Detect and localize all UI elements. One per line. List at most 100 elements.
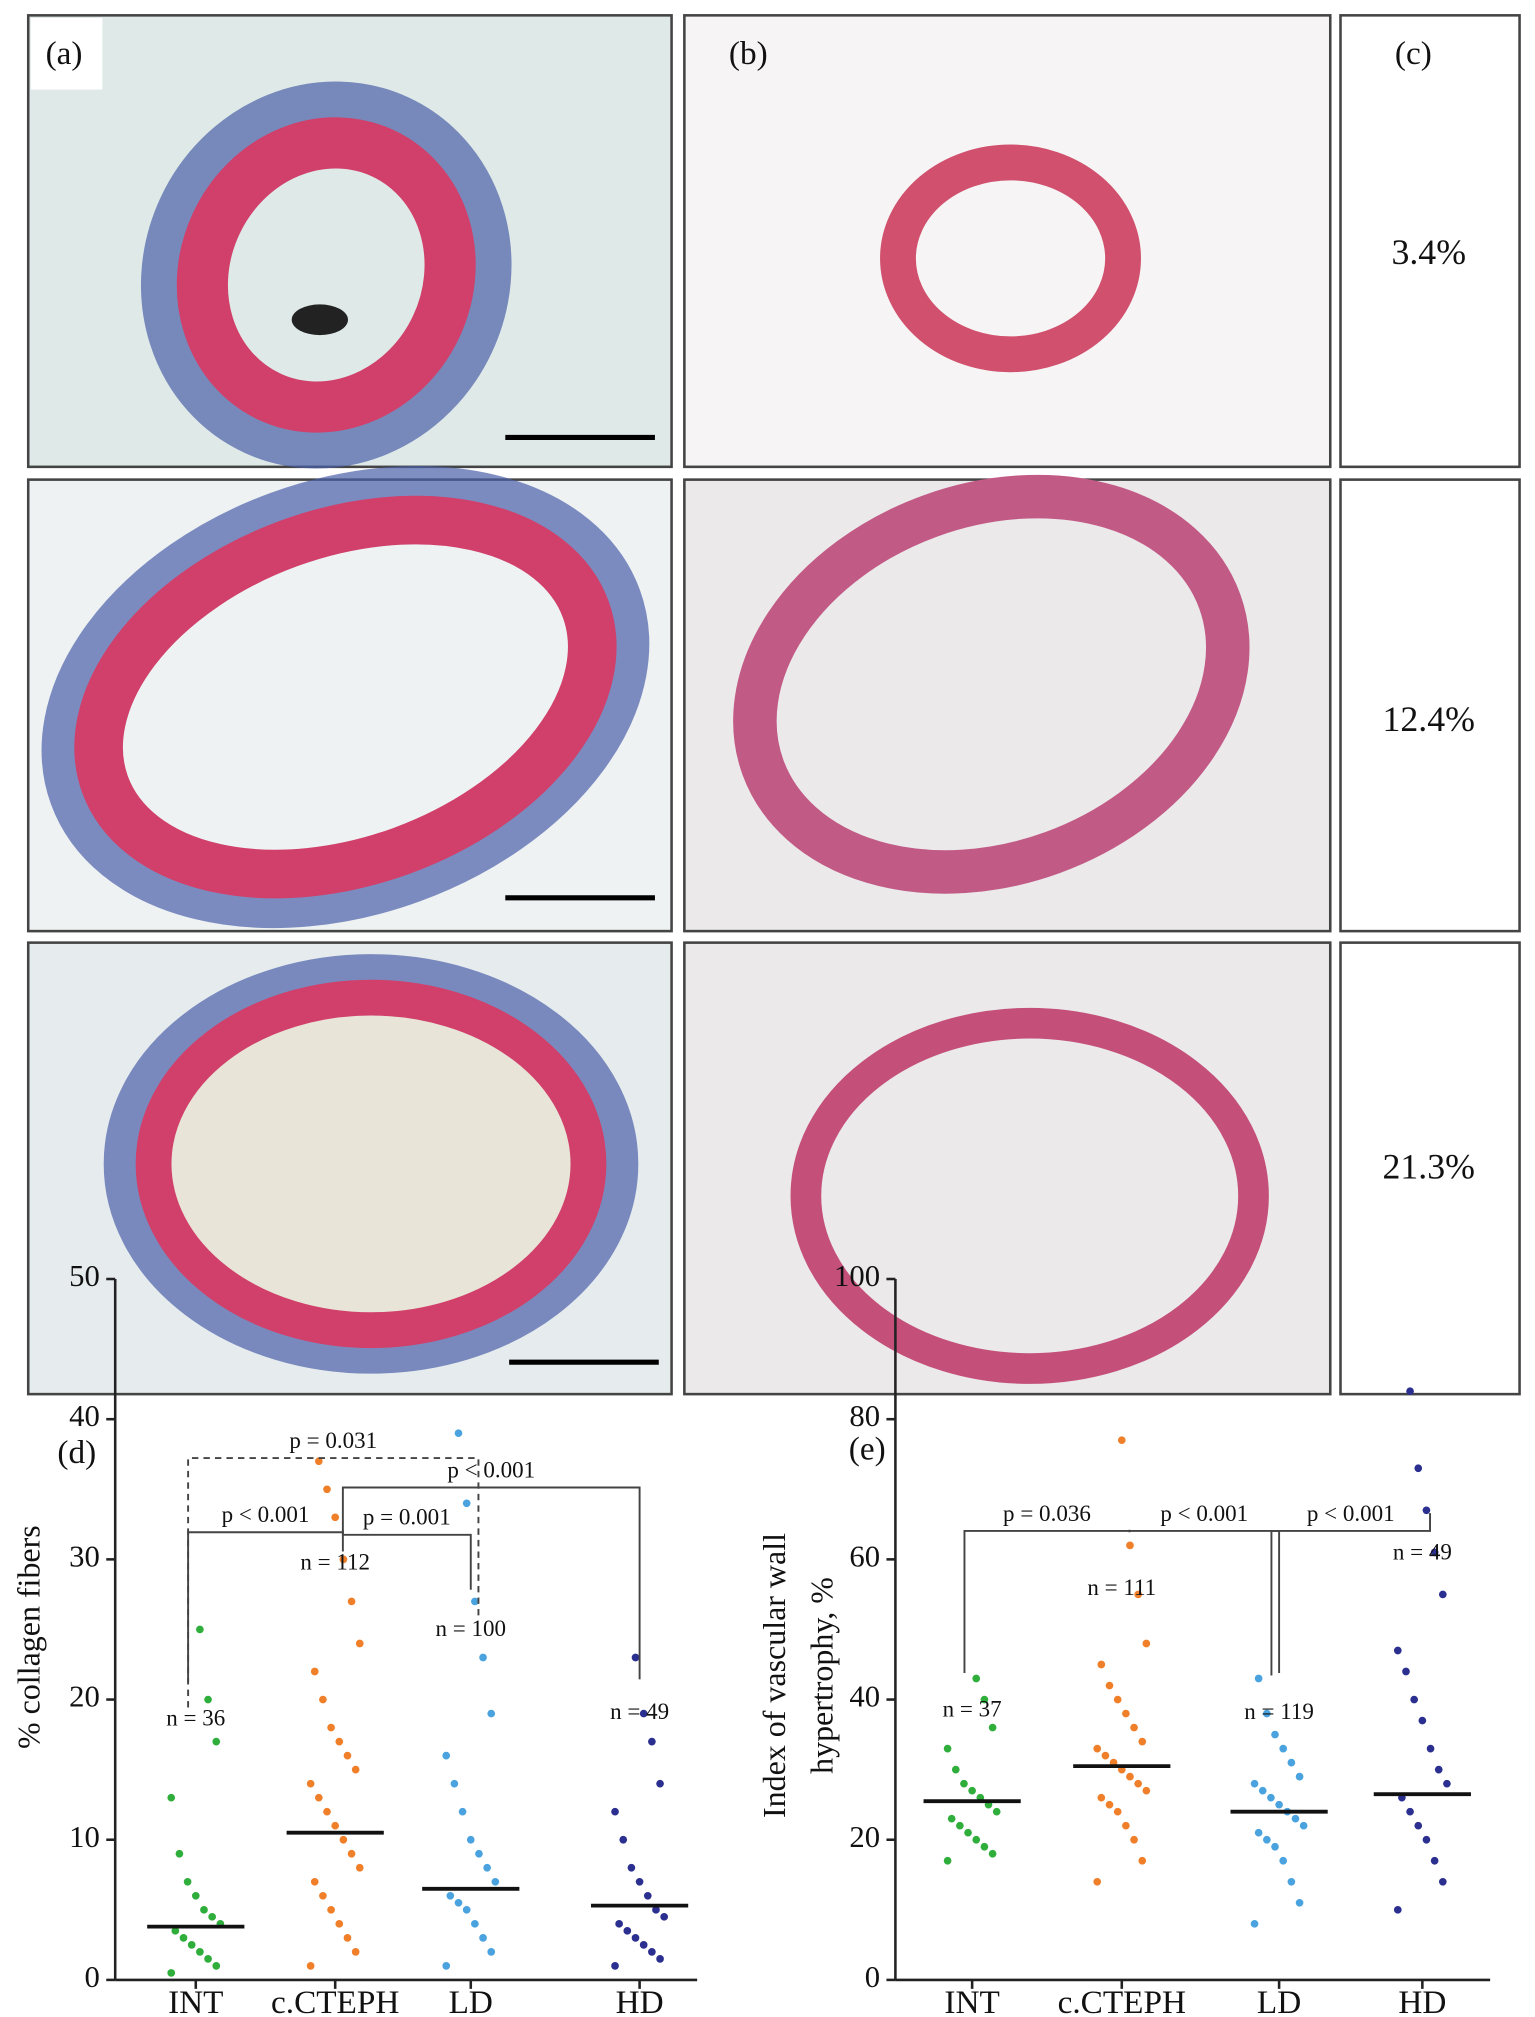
n-label: n = 37 xyxy=(943,1696,1002,1722)
data-point xyxy=(639,1709,648,1718)
n-label: n = 49 xyxy=(1393,1538,1452,1564)
y-tick-label: 10 xyxy=(69,1820,100,1854)
data-point xyxy=(972,1674,981,1683)
data-point xyxy=(988,1849,997,1858)
data-point xyxy=(656,1779,664,1788)
x-tick-label: c.CTEPH xyxy=(271,1984,399,2017)
data-point xyxy=(1138,1737,1147,1746)
data-point xyxy=(980,1695,989,1704)
data-point xyxy=(639,1941,648,1949)
percentage: 12.4% xyxy=(1383,699,1475,739)
data-point xyxy=(1130,1723,1138,1732)
data-point xyxy=(1410,1695,1419,1704)
data-point xyxy=(1126,1541,1134,1550)
data-point xyxy=(960,1779,968,1788)
data-point xyxy=(943,1744,952,1753)
data-point xyxy=(1254,1828,1263,1837)
vessel-wall xyxy=(135,979,607,1349)
value-panel xyxy=(1339,478,1521,933)
data-point xyxy=(1093,1877,1102,1886)
vessel-wall xyxy=(176,117,476,433)
adventitia xyxy=(41,466,650,929)
data-point xyxy=(179,1934,188,1942)
data-point xyxy=(1291,1814,1300,1823)
data-point xyxy=(479,1934,487,1942)
p-value: p = 0.036 xyxy=(1003,1500,1091,1526)
data-point xyxy=(1295,1772,1304,1781)
data-point xyxy=(972,1835,981,1844)
data-point xyxy=(442,1751,451,1760)
x-tick-label: LD xyxy=(1257,1984,1301,2017)
data-point xyxy=(643,1891,652,1900)
data-point xyxy=(980,1842,989,1851)
data-point xyxy=(1287,1877,1296,1886)
data-point xyxy=(314,1793,323,1802)
data-point xyxy=(660,1912,668,1921)
data-point xyxy=(204,1955,212,1963)
data-point xyxy=(462,1905,471,1914)
data-point xyxy=(310,1877,319,1886)
data-point xyxy=(475,1849,483,1858)
n-label: n = 119 xyxy=(1244,1698,1314,1724)
data-point xyxy=(631,1934,640,1942)
data-point xyxy=(1258,1786,1267,1795)
x-tick-label: LD xyxy=(449,1984,493,2017)
y-tick-label: 20 xyxy=(69,1680,100,1714)
adventitia xyxy=(140,81,512,469)
data-point xyxy=(1393,1646,1402,1655)
data-point xyxy=(339,1835,348,1844)
data-point xyxy=(1262,1835,1271,1844)
data-point xyxy=(323,1485,331,1494)
data-point xyxy=(355,1863,364,1872)
data-point xyxy=(1250,1779,1259,1788)
data-point xyxy=(487,1948,496,1956)
data-point xyxy=(1393,1905,1402,1914)
data-point xyxy=(355,1639,364,1648)
data-point xyxy=(306,1779,315,1788)
data-point xyxy=(652,1905,660,1914)
data-point xyxy=(619,1835,628,1844)
data-point xyxy=(167,1793,176,1802)
data-point xyxy=(327,1723,335,1732)
vessel-wall xyxy=(74,495,617,899)
particles xyxy=(291,304,348,336)
data-point xyxy=(1271,1842,1279,1851)
data-point xyxy=(611,1807,619,1816)
data-point xyxy=(1097,1660,1106,1669)
data-point xyxy=(988,1723,997,1732)
data-point xyxy=(611,1962,619,1970)
data-point xyxy=(491,1877,500,1886)
y-tick-label: 20 xyxy=(849,1820,880,1854)
data-point xyxy=(648,1737,656,1746)
significance-bracket xyxy=(963,1529,1131,1673)
data-point xyxy=(1097,1793,1106,1802)
data-point xyxy=(1134,1590,1142,1599)
data-point xyxy=(167,1969,176,1977)
data-point xyxy=(1262,1709,1271,1718)
data-point xyxy=(331,1513,340,1522)
data-point xyxy=(1406,1807,1414,1816)
data-point xyxy=(339,1555,348,1564)
data-point xyxy=(1142,1639,1151,1648)
data-point xyxy=(1434,1765,1443,1774)
data-point xyxy=(1279,1856,1288,1865)
data-point xyxy=(196,1948,204,1956)
data-point xyxy=(1142,1786,1151,1795)
percentage: 21.3% xyxy=(1383,1147,1475,1187)
data-point xyxy=(454,1429,463,1438)
data-point xyxy=(635,1877,644,1886)
data-point xyxy=(335,1737,344,1746)
data-point xyxy=(462,1499,471,1508)
data-point xyxy=(347,1849,356,1858)
p-value: p = 0.031 xyxy=(289,1427,377,1453)
y-tick-label: 40 xyxy=(849,1680,880,1714)
data-point xyxy=(351,1948,360,1956)
data-point xyxy=(1430,1548,1439,1557)
panel-label: (e) xyxy=(849,1430,886,1467)
y-tick-label: 100 xyxy=(834,1259,880,1293)
data-point xyxy=(351,1765,360,1774)
y-axis-label: Index of vascular wall xyxy=(757,1533,792,1818)
y-tick-label: 40 xyxy=(69,1399,100,1433)
data-point xyxy=(471,1919,479,1928)
data-point xyxy=(450,1779,459,1788)
